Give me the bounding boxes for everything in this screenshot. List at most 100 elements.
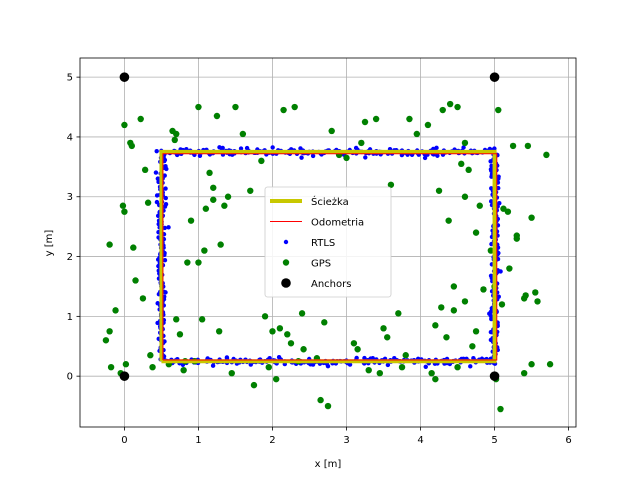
- rtls-point: [153, 170, 159, 175]
- gps-point: [458, 160, 465, 168]
- anchor-point: [119, 72, 130, 82]
- rtls-point: [496, 294, 501, 299]
- rtls-point: [423, 364, 428, 369]
- rtls-point: [325, 363, 331, 369]
- rtls-point: [154, 193, 160, 198]
- rtls-point: [354, 355, 359, 361]
- gps-point: [269, 328, 276, 335]
- rtls-point: [163, 195, 168, 201]
- gps-point: [169, 127, 176, 135]
- rtls-point: [162, 257, 168, 263]
- legend-box: [264, 186, 392, 298]
- gps-point: [350, 340, 358, 347]
- gps-point: [487, 247, 495, 254]
- gps-point: [506, 265, 513, 272]
- rtls-point: [155, 320, 160, 326]
- gps-point: [195, 259, 202, 266]
- gps-point: [217, 241, 224, 248]
- gps-point: [513, 235, 520, 242]
- gps-point: [121, 208, 128, 215]
- rtls-point: [155, 301, 160, 306]
- rtls-point: [299, 155, 304, 160]
- gps-point: [461, 193, 469, 200]
- gps-point: [438, 304, 445, 311]
- gps-point: [210, 196, 217, 203]
- gps-point: [184, 259, 191, 266]
- gps-point: [461, 298, 469, 305]
- odometry-series: [162, 153, 498, 361]
- gps-point: [141, 166, 149, 174]
- x-tick-label: 6: [565, 435, 571, 446]
- gps-point: [112, 307, 119, 314]
- rtls-point: [489, 168, 494, 173]
- rtls-point: [238, 146, 244, 151]
- gps-point: [284, 331, 291, 338]
- gps-point: [435, 187, 443, 194]
- gps-point: [424, 121, 432, 129]
- gps-point: [472, 328, 480, 335]
- legend-label: GPS: [311, 259, 331, 270]
- path-series: [159, 149, 497, 364]
- gps-point: [498, 301, 506, 308]
- gps-point: [173, 316, 180, 323]
- gps-point: [522, 292, 529, 299]
- rtls-point: [155, 213, 161, 219]
- gps-point: [543, 151, 550, 159]
- gps-point: [534, 298, 541, 305]
- gps-point: [324, 402, 332, 410]
- rtls-point: [163, 290, 168, 295]
- rtls-point: [298, 146, 303, 151]
- gps-point: [461, 139, 469, 147]
- gps-point: [280, 106, 287, 114]
- y-tick-label: 2: [67, 252, 73, 263]
- gps-point: [387, 181, 395, 188]
- axes: 0 1 2 3 4 5 6 0 1 2 3 4 5: [67, 57, 577, 446]
- gps-point: [504, 208, 512, 215]
- gps-point: [406, 115, 413, 123]
- rtls-point: [489, 241, 494, 247]
- gps-point: [137, 115, 144, 123]
- rtls-point: [488, 199, 494, 204]
- gps-point: [495, 106, 502, 114]
- gps-point: [395, 310, 402, 317]
- gps-point: [232, 103, 239, 111]
- gps-point: [402, 352, 409, 359]
- gps-point: [317, 396, 324, 404]
- gps-point: [298, 310, 306, 317]
- rtls-point: [310, 153, 316, 159]
- gps-point: [149, 363, 156, 371]
- x-tick-label: 5: [491, 435, 497, 446]
- gps-point: [465, 166, 472, 174]
- gps-point: [119, 202, 127, 209]
- rtls-point: [164, 166, 169, 172]
- gps-point: [144, 199, 152, 206]
- x-axis-label: x [m]: [315, 459, 342, 470]
- gps-point: [532, 289, 539, 296]
- rtls-point: [497, 200, 502, 206]
- y-tick-label: 5: [67, 73, 73, 84]
- gps-point: [520, 369, 528, 377]
- gps-point: [201, 247, 208, 254]
- gps-point: [361, 118, 369, 126]
- anchors-series: [119, 72, 500, 381]
- legend-label: Ścieżka: [311, 195, 349, 208]
- gps-point: [206, 169, 213, 177]
- gps-point: [106, 241, 113, 248]
- legend-label: RTLS: [311, 238, 335, 249]
- rtls-point: [154, 148, 159, 154]
- gps-point: [187, 217, 195, 224]
- gps-point: [215, 328, 223, 335]
- gps-point: [239, 130, 247, 138]
- x-tick-label: 3: [343, 435, 349, 446]
- y-tick-label: 0: [67, 372, 73, 383]
- gps-point: [224, 193, 232, 200]
- rtls-point: [347, 362, 353, 367]
- gps-point: [258, 157, 265, 165]
- gps-point: [265, 363, 272, 371]
- rtls-point: [363, 155, 368, 160]
- gps-point: [228, 369, 235, 377]
- gps-point: [202, 205, 210, 212]
- gps-series: [102, 100, 554, 413]
- gps-point: [272, 375, 280, 383]
- rtls-point: [166, 225, 171, 230]
